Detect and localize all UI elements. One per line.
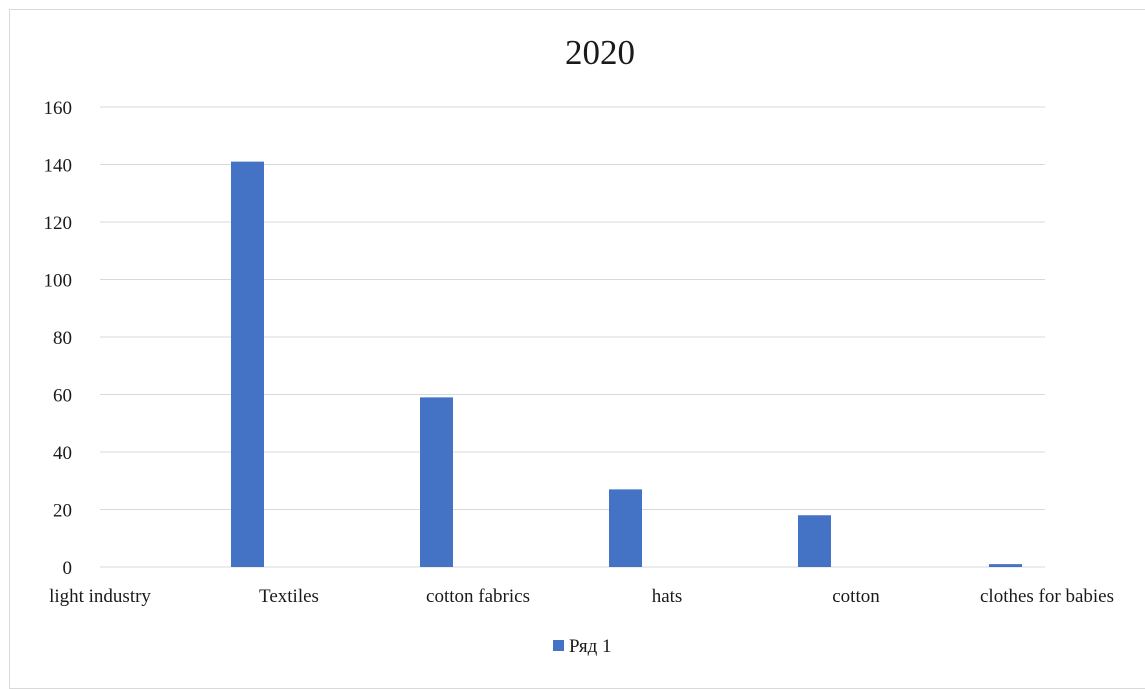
legend-swatch (553, 640, 564, 651)
x-axis-ticks: light industry Textiles cotton fabrics hats… (49, 586, 1114, 607)
y-tick-label: 0 (63, 558, 73, 579)
legend: Ряд 1 (553, 636, 612, 657)
x-tick-label: hats (652, 586, 683, 607)
y-tick-label: 60 (53, 386, 72, 407)
bar (798, 515, 831, 567)
y-axis-ticks: 0 20 40 60 80 100 120 140 160 (44, 98, 73, 579)
y-tick-label: 80 (53, 328, 72, 349)
y-tick-label: 120 (44, 213, 73, 234)
y-tick-label: 40 (53, 443, 72, 464)
chart-title: 2020 (565, 33, 635, 72)
x-tick-label: cotton fabrics (426, 586, 530, 607)
y-tick-label: 160 (44, 98, 73, 119)
bar (231, 161, 264, 567)
bar (989, 564, 1022, 567)
x-tick-label: cotton (832, 586, 880, 607)
bars (231, 161, 1022, 567)
bar (609, 489, 642, 567)
x-tick-label: clothes for babies (980, 586, 1114, 607)
x-tick-label: Textiles (259, 586, 319, 607)
y-tick-label: 140 (44, 156, 73, 177)
y-tick-label: 20 (53, 501, 72, 522)
x-tick-label: light industry (49, 586, 151, 607)
chart-frame (9, 9, 1145, 689)
bar-chart: 2020 0 20 40 60 80 100 120 140 160 light industr… (44, 33, 1115, 657)
y-tick-label: 100 (44, 271, 73, 292)
legend-label: Ряд 1 (569, 636, 612, 657)
bar (420, 397, 453, 567)
